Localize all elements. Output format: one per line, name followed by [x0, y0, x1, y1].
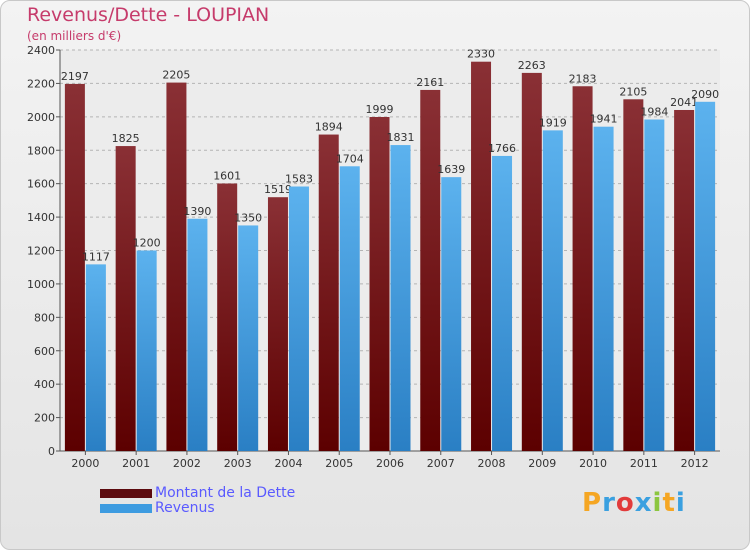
- data-label-revenus: 1350: [234, 211, 262, 224]
- legend-label-dette: Montant de la Dette: [155, 485, 296, 501]
- bar-revenus: [644, 119, 665, 452]
- x-tick-label: 2012: [681, 457, 709, 470]
- data-label-revenus: 1984: [640, 106, 668, 119]
- bar-dette: [420, 89, 441, 451]
- bar-dette: [674, 109, 695, 452]
- data-label-dette: 1894: [315, 121, 343, 134]
- y-tick-label: 200: [34, 412, 55, 425]
- bar-revenus: [288, 186, 309, 451]
- x-tick-label: 2006: [376, 457, 404, 470]
- bar-dette: [64, 83, 85, 452]
- data-label-revenus: 1704: [336, 152, 364, 165]
- data-label-revenus: 2090: [691, 88, 719, 101]
- bar-dette: [471, 61, 492, 452]
- data-label-dette: 2041: [670, 96, 698, 109]
- data-label-dette: 1601: [213, 169, 241, 182]
- data-label-revenus: 1766: [488, 142, 516, 155]
- bar-revenus: [85, 264, 106, 451]
- y-tick-label: 0: [48, 445, 55, 458]
- data-label-dette: 1999: [366, 103, 394, 116]
- data-label-revenus: 1941: [590, 113, 618, 126]
- bar-dette: [166, 82, 187, 452]
- legend-swatch-dette: [100, 489, 152, 498]
- y-tick-label: 2400: [27, 44, 55, 57]
- data-label-dette: 2197: [61, 70, 89, 83]
- bar-dette: [572, 86, 593, 451]
- legend-swatch-revenus: [100, 504, 152, 513]
- y-tick-label: 1000: [27, 278, 55, 291]
- data-label-revenus: 1117: [82, 250, 110, 263]
- logo-letter: t: [662, 488, 676, 518]
- bar-dette: [217, 183, 238, 452]
- legend-label-revenus: Revenus: [155, 500, 215, 516]
- data-label-dette: 2183: [569, 72, 597, 85]
- logo-letter: i: [675, 488, 686, 518]
- data-label-dette: 2161: [416, 76, 444, 89]
- logo-letter: o: [615, 488, 635, 518]
- bar-revenus: [390, 145, 411, 451]
- bar-revenus: [238, 225, 259, 451]
- data-label-revenus: 1639: [437, 163, 465, 176]
- bar-dette: [521, 72, 542, 452]
- bar-dette: [115, 146, 136, 451]
- logo-letter: P: [582, 488, 603, 518]
- bar-revenus: [492, 155, 513, 451]
- y-tick-label: 1600: [27, 178, 55, 191]
- data-label-dette: 1519: [264, 183, 292, 196]
- y-tick-label: 1200: [27, 245, 55, 258]
- x-tick-label: 2004: [274, 457, 302, 470]
- y-tick-label: 1800: [27, 144, 55, 157]
- y-tick-label: 1400: [27, 211, 55, 224]
- logo-letter: x: [634, 488, 653, 518]
- data-label-revenus: 1583: [285, 173, 313, 186]
- data-label-dette: 2205: [162, 69, 190, 82]
- x-tick-label: 2005: [325, 457, 353, 470]
- x-tick-label: 2003: [224, 457, 252, 470]
- bar-revenus: [695, 101, 716, 451]
- y-tick-label: 600: [34, 345, 55, 358]
- x-tick-label: 2008: [478, 457, 506, 470]
- bar-revenus: [339, 166, 360, 452]
- y-tick-label: 2200: [27, 77, 55, 90]
- data-label-dette: 1825: [112, 132, 140, 145]
- bar-revenus: [136, 250, 157, 451]
- x-tick-label: 2010: [579, 457, 607, 470]
- bar-dette: [318, 134, 339, 451]
- logo-letter: i: [652, 488, 663, 518]
- chart-subtitle: (en milliers d'€): [27, 29, 122, 43]
- bar-revenus: [187, 218, 208, 451]
- bar-dette: [623, 99, 644, 451]
- y-tick-label: 2000: [27, 111, 55, 124]
- data-label-revenus: 1200: [133, 237, 161, 250]
- bar-revenus: [441, 177, 462, 451]
- proxiti-logo: Proxiti: [582, 488, 686, 518]
- data-label-revenus: 1919: [539, 116, 567, 129]
- chart-title: Revenus/Dette - LOUPIAN: [27, 4, 270, 26]
- x-tick-label: 2001: [122, 457, 150, 470]
- x-tick-label: 2002: [173, 457, 201, 470]
- x-tick-label: 2009: [528, 457, 556, 470]
- bar-revenus: [593, 126, 614, 451]
- data-label-revenus: 1390: [183, 205, 211, 218]
- bar-dette: [369, 117, 390, 451]
- data-label-dette: 2263: [518, 59, 546, 72]
- data-label-dette: 2105: [619, 85, 647, 98]
- y-tick-label: 800: [34, 311, 55, 324]
- x-tick-label: 2011: [630, 457, 658, 470]
- data-label-dette: 2330: [467, 48, 495, 61]
- bar-dette: [267, 197, 288, 451]
- bar-revenus: [542, 130, 563, 452]
- x-tick-label: 2007: [427, 457, 455, 470]
- data-label-revenus: 1831: [387, 131, 415, 144]
- logo-letter: r: [602, 488, 616, 518]
- y-tick-label: 400: [34, 378, 55, 391]
- x-tick-label: 2000: [71, 457, 99, 470]
